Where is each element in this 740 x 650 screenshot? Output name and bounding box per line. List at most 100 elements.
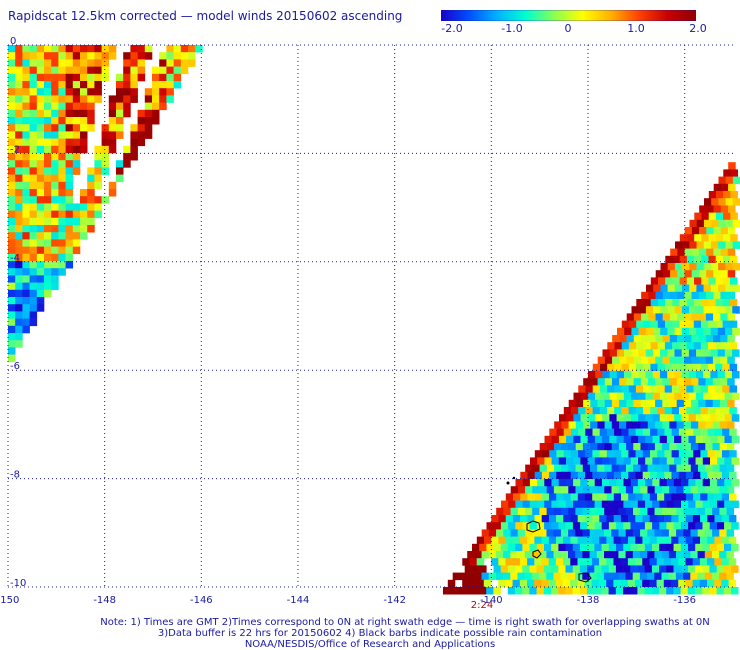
wind-diff-cell <box>594 435 603 444</box>
wind-diff-cell <box>677 248 685 257</box>
wind-diff-cell <box>15 325 23 334</box>
wind-diff-cell <box>589 486 598 494</box>
wind-diff-cell <box>123 73 131 82</box>
wind-diff-cell <box>669 507 677 516</box>
wind-diff-cell <box>29 268 38 276</box>
wind-diff-cell <box>556 428 564 437</box>
wind-diff-cell <box>8 210 16 219</box>
wind-diff-cell <box>685 536 694 545</box>
wind-diff-cell <box>563 536 571 545</box>
wind-diff-cell <box>712 443 720 451</box>
wind-diff-cell <box>664 536 672 545</box>
wind-diff-cell <box>544 500 552 509</box>
wind-diff-cell <box>8 117 16 125</box>
wind-diff-cell <box>671 515 679 523</box>
wind-diff-cell <box>633 356 642 365</box>
wind-diff-cell <box>58 124 66 132</box>
wind-diff-cell <box>539 572 547 581</box>
wind-diff-cell <box>707 428 716 437</box>
wind-diff-cell <box>58 117 66 125</box>
wind-diff-cell <box>616 500 624 509</box>
wind-diff-cell <box>594 457 603 465</box>
wind-diff-cell <box>681 500 689 509</box>
wind-diff-cell <box>72 88 81 96</box>
wind-diff-cell <box>65 232 74 240</box>
wind-diff-cell <box>584 579 593 588</box>
wind-diff-cell <box>660 349 668 357</box>
wind-diff-cell <box>80 203 88 211</box>
wind-diff-cell <box>87 109 95 118</box>
wind-diff-cell <box>583 421 591 429</box>
wind-diff-cell <box>452 572 461 581</box>
wind-diff-cell <box>715 255 724 264</box>
wind-diff-cell <box>72 246 81 255</box>
wind-diff-cell <box>87 102 95 111</box>
wind-diff-cell <box>695 457 704 465</box>
wind-diff-cell <box>51 203 59 211</box>
wind-diff-cell <box>659 414 668 422</box>
wind-diff-cell <box>662 464 670 473</box>
wind-diff-cell <box>594 565 602 573</box>
wind-diff-cell <box>602 435 610 444</box>
wind-diff-cell <box>732 327 740 336</box>
wind-diff-cell <box>661 486 670 494</box>
wind-diff-cell <box>130 88 138 96</box>
wind-diff-cell <box>717 435 725 444</box>
wind-diff-cell <box>15 160 23 168</box>
wind-diff-cell <box>582 529 590 537</box>
wind-diff-cell <box>123 52 131 60</box>
wind-diff-cell <box>647 572 655 581</box>
wind-diff-cell <box>667 414 675 422</box>
wind-diff-cell <box>583 399 591 408</box>
wind-diff-cell <box>573 479 581 487</box>
wind-diff-cell <box>730 169 738 177</box>
wind-diff-cell <box>642 450 651 458</box>
wind-diff-cell <box>664 493 672 501</box>
wind-diff-cell <box>668 529 677 537</box>
wind-diff-cell <box>710 371 718 379</box>
wind-diff-cell <box>58 261 66 269</box>
wind-diff-cell <box>715 385 723 393</box>
wind-diff-cell <box>679 255 688 264</box>
wind-diff-cell <box>80 81 88 89</box>
wind-diff-cell <box>698 378 706 386</box>
wind-diff-cell <box>87 45 95 53</box>
wind-diff-cell <box>587 587 595 595</box>
wind-diff-cell <box>711 572 720 581</box>
wind-diff-cell <box>717 371 726 379</box>
wind-diff-cell <box>36 88 45 96</box>
wind-diff-cell <box>726 572 734 581</box>
wind-diff-cell <box>650 407 658 415</box>
wind-diff-cell <box>672 342 680 350</box>
wind-diff-cell <box>565 500 574 509</box>
wind-diff-cell <box>80 232 88 240</box>
wind-diff-cell <box>681 306 690 314</box>
wind-diff-cell <box>650 428 658 437</box>
wind-diff-cell <box>715 407 723 415</box>
wind-diff-cell <box>697 486 706 494</box>
wind-diff-cell <box>498 579 506 588</box>
colorbar-tick-label: -2.0 <box>441 22 463 35</box>
wind-diff-cell <box>677 313 685 321</box>
wind-diff-cell <box>643 363 651 372</box>
wind-diff-cell <box>703 349 711 357</box>
wind-diff-cell <box>714 450 723 458</box>
wind-diff-cell <box>683 421 692 429</box>
wind-diff-cell <box>651 565 660 573</box>
wind-diff-cell <box>685 471 694 480</box>
wind-diff-cell <box>642 515 650 523</box>
wind-diff-cell <box>712 378 721 386</box>
wind-diff-cell <box>22 45 30 53</box>
wind-diff-cell <box>80 138 88 147</box>
wind-diff-cell <box>546 507 555 516</box>
wind-diff-cell <box>674 327 683 336</box>
wind-diff-cell <box>698 313 707 321</box>
wind-diff-cell <box>703 219 712 228</box>
wind-diff-cell <box>630 435 639 444</box>
wind-diff-cell <box>116 95 124 103</box>
wind-diff-cell <box>700 536 708 545</box>
wind-diff-cell <box>573 500 581 509</box>
wind-diff-cell <box>648 335 656 343</box>
wind-diff-cell <box>667 263 676 271</box>
wind-diff-cell <box>575 464 584 473</box>
